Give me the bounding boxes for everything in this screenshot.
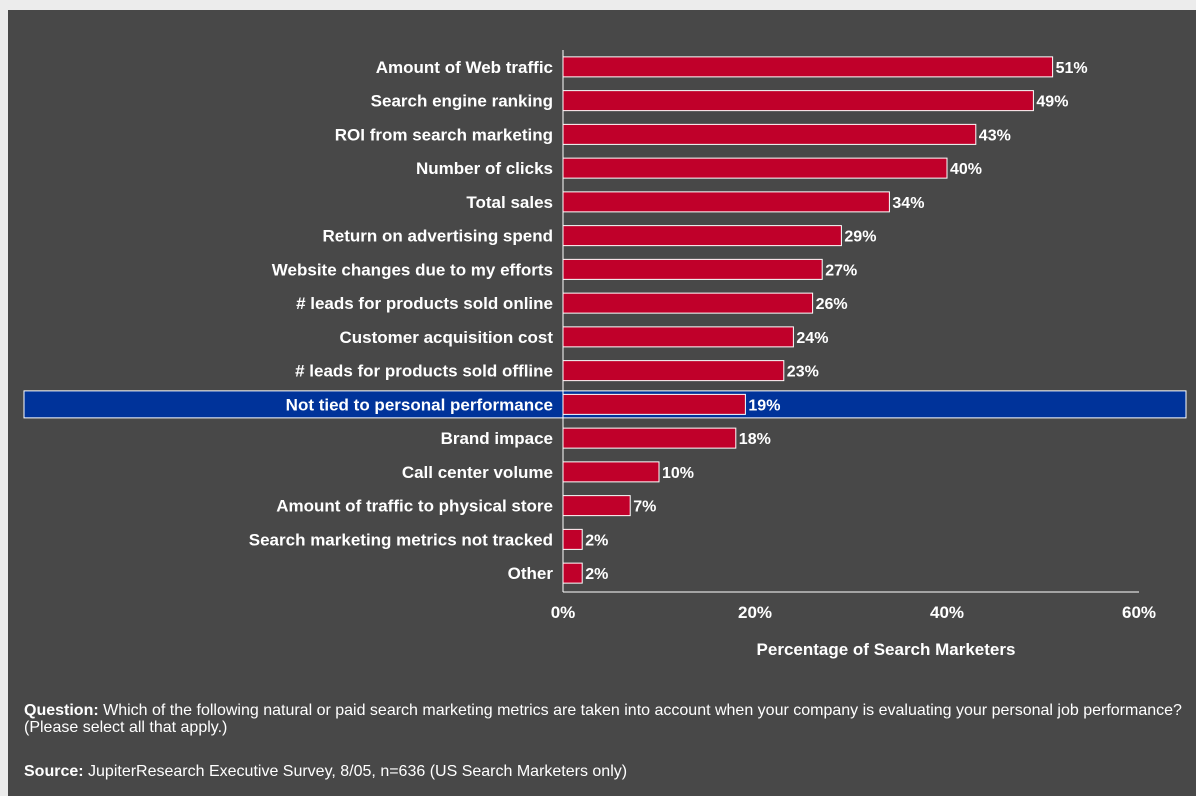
source-label: Source: <box>24 763 84 780</box>
data-label: 19% <box>748 397 780 414</box>
data-label: 51% <box>1056 60 1088 77</box>
bar <box>563 192 889 212</box>
question-note: Question: Which of the following natural… <box>24 702 1184 736</box>
category-label: Call center volume <box>402 463 553 482</box>
data-label: 49% <box>1036 94 1068 111</box>
data-label: 34% <box>892 195 924 212</box>
bar <box>563 327 793 347</box>
question-label: Question: <box>24 702 99 719</box>
category-label: Amount of traffic to physical store <box>276 497 553 516</box>
category-label: ROI from search marketing <box>335 125 553 144</box>
question-text: Which of the following natural or paid s… <box>24 702 1182 736</box>
category-label: Return on advertising spend <box>323 227 553 246</box>
x-tick-label: 60% <box>1122 603 1156 622</box>
bar <box>563 496 630 516</box>
bar <box>563 57 1053 77</box>
category-label: Other <box>508 564 554 583</box>
data-label: 26% <box>816 296 848 313</box>
bar <box>563 563 582 583</box>
category-label: Search marketing metrics not tracked <box>249 530 553 549</box>
data-label: 40% <box>950 161 982 178</box>
data-label: 18% <box>739 431 771 448</box>
bar <box>563 361 784 381</box>
x-tick-label: 40% <box>930 603 964 622</box>
category-label: # leads for products sold online <box>296 294 553 313</box>
category-label: Not tied to personal performance <box>286 395 553 414</box>
bar <box>563 91 1033 111</box>
category-label: Website changes due to my efforts <box>272 260 553 279</box>
source-text: JupiterResearch Executive Survey, 8/05, … <box>84 763 628 780</box>
category-label: Number of clicks <box>416 159 553 178</box>
data-label: 7% <box>633 499 656 516</box>
bar <box>563 158 947 178</box>
data-label: 23% <box>787 364 819 381</box>
data-label: 2% <box>585 566 608 583</box>
x-tick-label: 0% <box>551 603 576 622</box>
bar <box>563 226 841 246</box>
category-label: Brand impace <box>441 429 553 448</box>
data-label: 27% <box>825 262 857 279</box>
category-label: # leads for products sold offline <box>295 362 553 381</box>
bar <box>563 394 745 414</box>
bar <box>563 293 813 313</box>
data-label: 43% <box>979 127 1011 144</box>
data-label: 2% <box>585 532 608 549</box>
source-note: Source: JupiterResearch Executive Survey… <box>24 763 1184 780</box>
bar <box>563 529 582 549</box>
data-label: 29% <box>844 229 876 246</box>
category-label: Total sales <box>466 193 553 212</box>
bar <box>563 462 659 482</box>
category-label: Amount of Web traffic <box>376 58 553 77</box>
bar <box>563 428 736 448</box>
x-tick-label: 20% <box>738 603 772 622</box>
data-label: 24% <box>796 330 828 347</box>
bar <box>563 259 822 279</box>
category-label: Search engine ranking <box>371 92 553 111</box>
bar <box>563 124 976 144</box>
data-label: 10% <box>662 465 694 482</box>
category-label: Customer acquisition cost <box>340 328 554 347</box>
x-axis-title: Percentage of Search Marketers <box>757 640 1016 659</box>
